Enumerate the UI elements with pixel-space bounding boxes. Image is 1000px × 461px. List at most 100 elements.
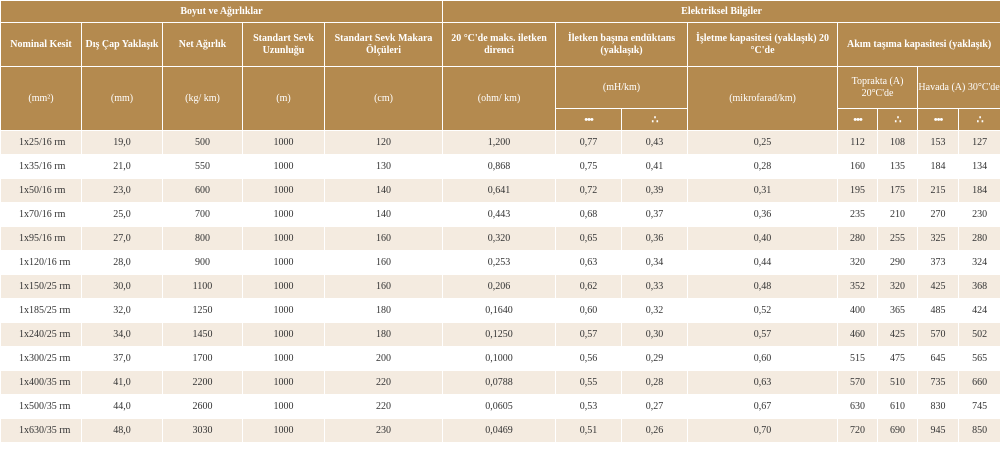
table-cell: 120 [323, 130, 444, 155]
table-cell: 0,37 [621, 202, 689, 227]
table-cell: 0,443 [442, 202, 557, 227]
table-cell: 0,28 [621, 370, 689, 395]
table-cell: 0,641 [442, 178, 557, 203]
table-cell: 0,39 [621, 178, 689, 203]
trefoil-formation-icon: ∴ [958, 108, 1000, 131]
table-cell: 153 [917, 130, 960, 155]
table-cell: 373 [917, 250, 960, 275]
table-cell: 0,63 [555, 250, 623, 275]
table-cell: 800 [162, 226, 243, 251]
table-cell: 850 [958, 418, 1000, 443]
table-cell: 32,0 [81, 298, 163, 323]
table-cell: 630 [837, 394, 879, 419]
table-cell: 160 [323, 226, 444, 251]
table-cell: 180 [323, 298, 444, 323]
col-length: Standart Sevk Uzunluğu [242, 22, 325, 67]
table-cell: 175 [877, 178, 919, 203]
table-cell: 140 [323, 178, 444, 203]
table-cell: 140 [323, 202, 444, 227]
table-cell: 112 [837, 130, 879, 155]
table-row: 1x35/16 rm 21,0 550 1000 130 0,868 0,75 0,41 0,2… [0, 154, 1000, 179]
table-cell: 210 [877, 202, 919, 227]
table-cell: 230 [958, 202, 1000, 227]
table-cell: 945 [917, 418, 960, 443]
table-cell: 1x400/35 rm [0, 370, 82, 395]
table-cell: 1x120/16 rm [0, 250, 82, 275]
col-capacitance: İşletme kapasitesi (yaklaşık) 20 °C'de [687, 22, 839, 67]
table-cell: 1000 [242, 370, 325, 395]
table-cell: 690 [877, 418, 919, 443]
table-cell: 160 [323, 250, 444, 275]
table-cell: 0,62 [555, 274, 623, 299]
table-cell: 195 [837, 178, 879, 203]
table-cell: 830 [917, 394, 960, 419]
table-cell: 220 [323, 370, 444, 395]
table-row: 1x240/25 rm 34,0 1450 1000 180 0,1250 0,57 0,30… [0, 322, 1000, 347]
table-cell: 184 [917, 154, 960, 179]
table-cell: 365 [877, 298, 919, 323]
unit-weight: (kg/ km) [162, 66, 243, 131]
table-row: 1x400/35 rm 41,0 2200 1000 220 0,0788 0,55 0,28… [0, 370, 1000, 395]
table-cell: 1x70/16 rm [0, 202, 82, 227]
table-cell: 0,56 [555, 346, 623, 371]
table-cell: 0,206 [442, 274, 557, 299]
table-cell: 0,44 [687, 250, 839, 275]
table-cell: 0,36 [687, 202, 839, 227]
table-cell: 1x35/16 rm [0, 154, 82, 179]
col-reel: Standart Sevk Makara Ölçüleri [323, 22, 444, 67]
table-cell: 1x240/25 rm [0, 322, 82, 347]
table-cell: 1700 [162, 346, 243, 371]
col-nominal: Nominal Kesit [0, 22, 82, 67]
table-cell: 510 [877, 370, 919, 395]
unit-nominal: (mm²) [0, 66, 82, 131]
table-cell: 0,57 [687, 322, 839, 347]
table-cell: 1000 [242, 274, 325, 299]
table-cell: 570 [917, 322, 960, 347]
table-cell: 745 [958, 394, 1000, 419]
table-cell: 660 [958, 370, 1000, 395]
table-row: 1x150/25 rm 30,0 1100 1000 160 0,206 0,62 0,33 0… [0, 274, 1000, 299]
table-cell: 0,60 [687, 346, 839, 371]
table-cell: 200 [323, 346, 444, 371]
table-cell: 1x185/25 rm [0, 298, 82, 323]
table-cell: 1x50/16 rm [0, 178, 82, 203]
col-soil: Toprakta (A) 20°C'de [837, 66, 919, 109]
table-cell: 0,51 [555, 418, 623, 443]
table-row: 1x185/25 rm 32,0 1250 1000 180 0,1640 0,60 0,32… [0, 298, 1000, 323]
table-cell: 0,320 [442, 226, 557, 251]
table-cell: 0,25 [687, 130, 839, 155]
table-cell: 1000 [242, 418, 325, 443]
table-cell: 180 [323, 322, 444, 347]
table-cell: 0,48 [687, 274, 839, 299]
table-cell: 0,26 [621, 418, 689, 443]
table-row: 1x500/35 rm 44,0 2600 1000 220 0,0605 0,53 0,27… [0, 394, 1000, 419]
table-cell: 134 [958, 154, 1000, 179]
table-cell: 1x95/16 rm [0, 226, 82, 251]
table-cell: 1000 [242, 298, 325, 323]
table-cell: 500 [162, 130, 243, 155]
table-cell: 290 [877, 250, 919, 275]
table-cell: 1000 [242, 226, 325, 251]
table-cell: 0,43 [621, 130, 689, 155]
table-cell: 0,253 [442, 250, 557, 275]
table-cell: 0,0469 [442, 418, 557, 443]
table-cell: 21,0 [81, 154, 163, 179]
table-cell: 1450 [162, 322, 243, 347]
table-cell: 160 [837, 154, 879, 179]
table-cell: 0,53 [555, 394, 623, 419]
table-cell: 0,68 [555, 202, 623, 227]
table-cell: 0,67 [687, 394, 839, 419]
col-current: Akım taşıma kapasitesi (yaklaşık) [837, 22, 1000, 67]
table-cell: 25,0 [81, 202, 163, 227]
table-cell: 0,52 [687, 298, 839, 323]
table-cell: 1000 [242, 322, 325, 347]
unit-inductance: (mH/km) [555, 66, 689, 109]
table-cell: 0,28 [687, 154, 839, 179]
table-cell: 0,0788 [442, 370, 557, 395]
unit-capacitance: (mikrofarad/km) [687, 66, 839, 131]
table-cell: 460 [837, 322, 879, 347]
table-cell: 280 [958, 226, 1000, 251]
col-air: Havada (A) 30°C'de [917, 66, 1000, 109]
cable-spec-table: Boyut ve Ağırlıklar Elektriksel Bilgiler… [0, 0, 1000, 443]
table-cell: 1x630/35 rm [0, 418, 82, 443]
